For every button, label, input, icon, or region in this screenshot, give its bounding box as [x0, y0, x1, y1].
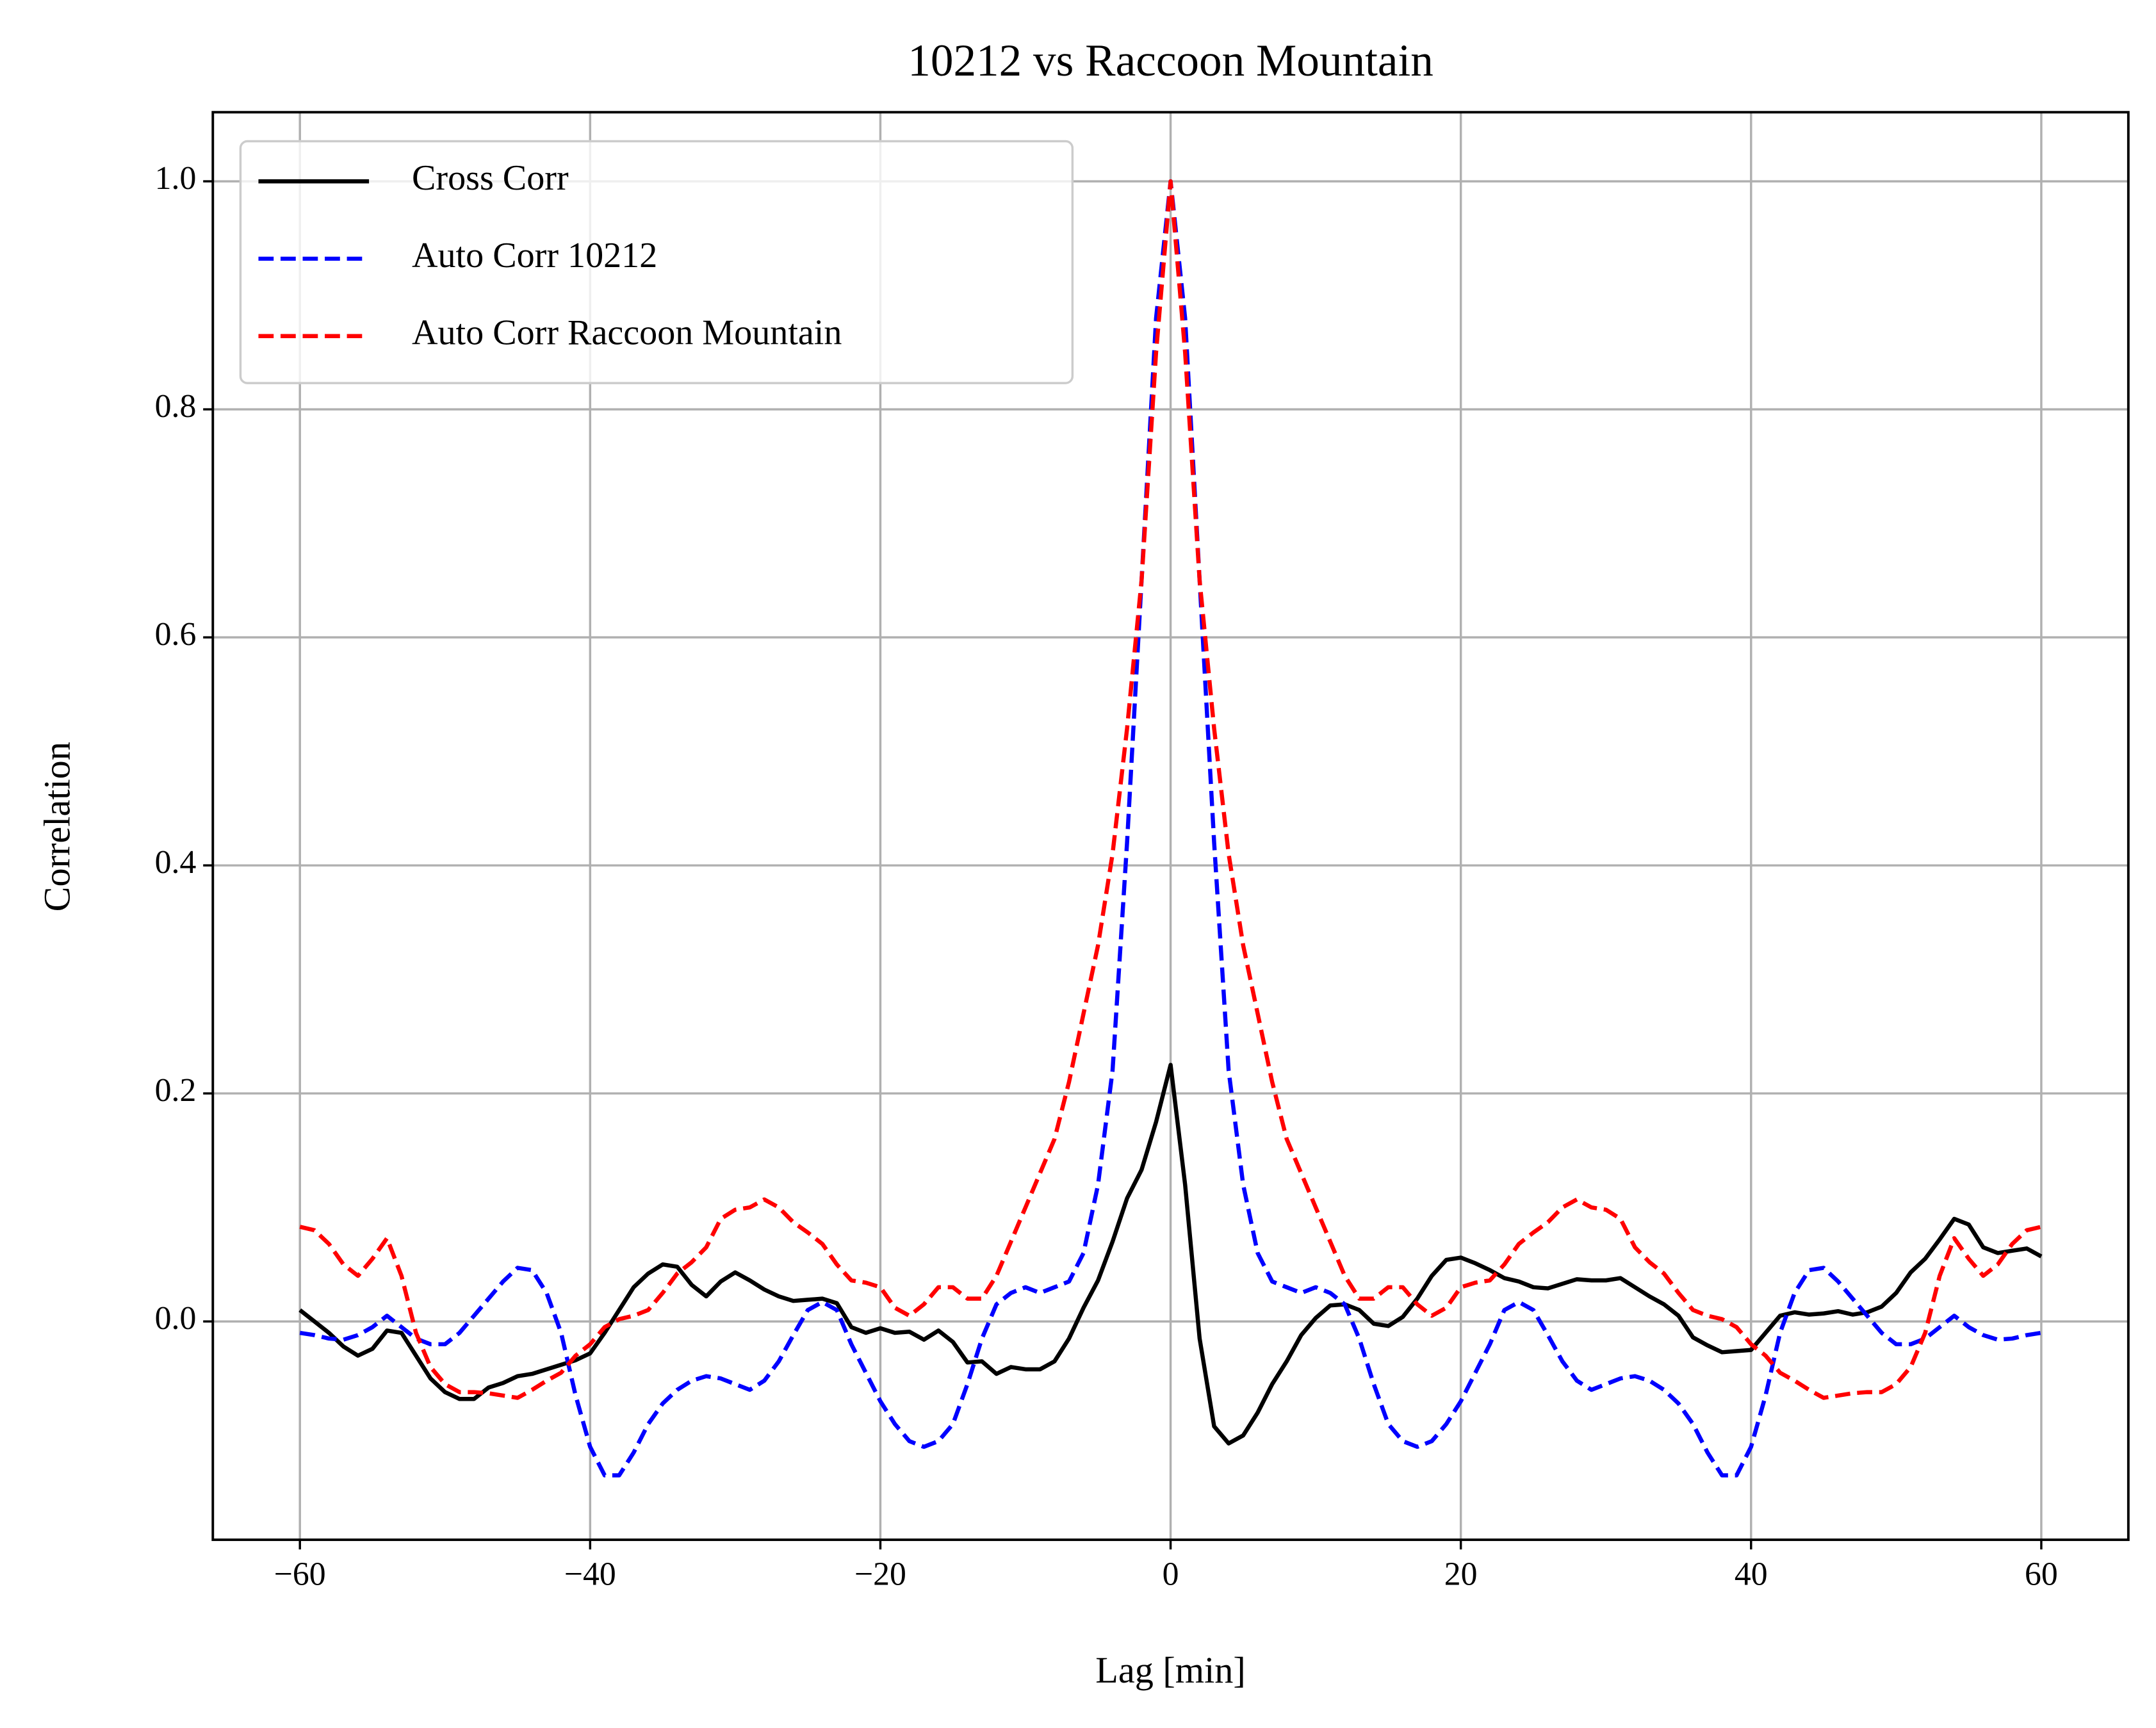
x-tick-label: −20 [854, 1556, 906, 1592]
y-tick-label: 0.8 [155, 388, 197, 425]
x-tick-label: 40 [1735, 1556, 1768, 1592]
y-tick-label: 0.4 [155, 844, 197, 881]
data-line [298, 1063, 2043, 1446]
chart-title: 10212 vs Raccoon Mountain [908, 36, 1433, 86]
y-tick-label: 0.0 [155, 1300, 197, 1337]
legend-label: Auto Corr Raccoon Mountain [412, 313, 842, 353]
data-line [299, 179, 2042, 1400]
y-tick-label: 0.2 [155, 1072, 197, 1109]
y-tick-label: 1.0 [155, 160, 197, 197]
legend-box [239, 140, 1074, 384]
plot-frame [211, 111, 2130, 1542]
y-tick-label: 0.6 [155, 616, 197, 653]
legend-label: Cross Corr [412, 158, 569, 198]
x-tick-label: −60 [274, 1556, 326, 1592]
y-axis-label: Correlation [36, 742, 78, 911]
x-tick-label: 0 [1163, 1556, 1179, 1592]
x-tick-label: 20 [1444, 1556, 1478, 1592]
x-axis-label: Lag [min] [1095, 1649, 1246, 1691]
x-tick-label: 60 [2025, 1556, 2058, 1592]
x-tick-label: −40 [564, 1556, 616, 1592]
legend-label: Auto Corr 10212 [412, 236, 657, 275]
